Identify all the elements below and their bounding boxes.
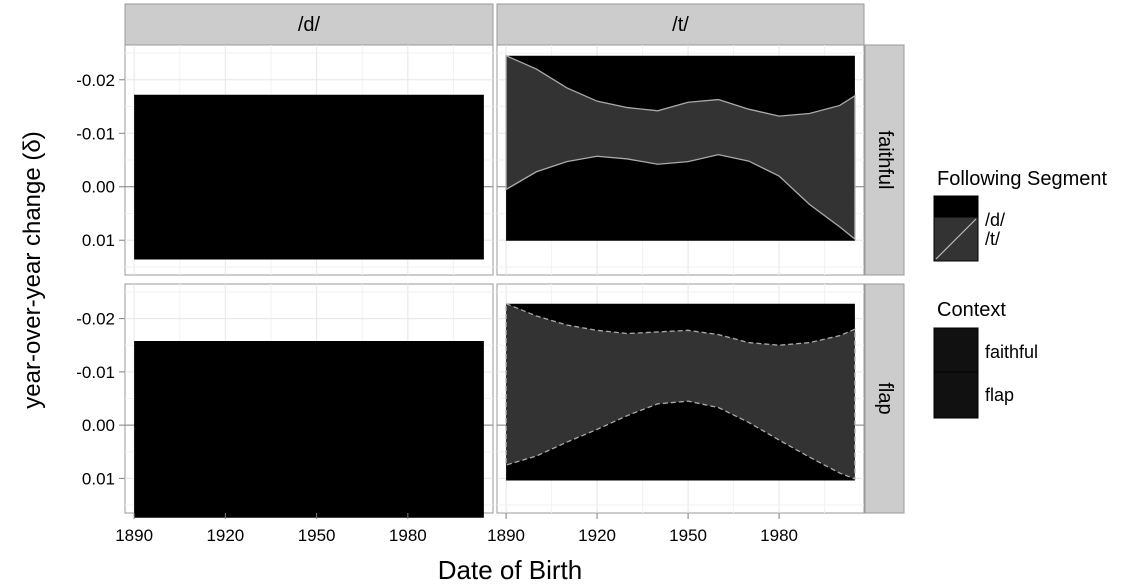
facet-strip-row-label: flap <box>874 382 896 414</box>
y-axis-label: year-over-year change (δ) <box>19 131 46 408</box>
panel-t-flap <box>496 283 865 514</box>
x-tick-label: 1890 <box>115 526 153 545</box>
ribbon-t-dashed <box>505 302 856 480</box>
legend-label-context: flap <box>985 385 1014 405</box>
ribbon-d <box>134 340 484 518</box>
x-tick-label: 1890 <box>487 526 525 545</box>
panel-d-flap <box>124 283 494 518</box>
y-tick-label: 0.01 <box>82 469 115 488</box>
facet-strip-col-label: /t/ <box>672 14 689 36</box>
legend-label-context: faithful <box>985 342 1038 362</box>
facet-strip-col-label: /d/ <box>298 14 321 36</box>
x-tick-label: 1920 <box>206 526 244 545</box>
y-tick-label: -0.02 <box>76 310 115 329</box>
y-tick-label: 0.00 <box>82 178 115 197</box>
axes: -0.02 -0.01 0.00 0.01 -0.02 -0.01 0.00 0.01 1890… <box>76 71 798 545</box>
y-tick-label: 0.01 <box>82 231 115 250</box>
panel-t-faithful <box>496 44 865 276</box>
legend-label-segment: /t/ <box>985 229 1000 249</box>
facet-strip-row-faithful <box>864 44 905 276</box>
legend-key-flap <box>933 371 979 419</box>
y-tick-label: 0.00 <box>82 416 115 435</box>
facet-strip-col-d <box>124 3 494 46</box>
legend-key-faithful <box>933 327 979 373</box>
legend-label-segment: /d/ <box>985 210 1005 230</box>
legend: Following Segment/d//t/Context faithful fl… <box>933 168 1108 419</box>
facet-panels <box>124 44 865 518</box>
x-tick-label: 1980 <box>760 526 798 545</box>
y-tick-label: -0.01 <box>76 124 115 143</box>
y-tick-label: -0.01 <box>76 363 115 382</box>
legend-title-context: Context <box>937 299 1006 321</box>
facet-strip-row-flap <box>864 283 905 514</box>
x-tick-label: 1950 <box>298 526 336 545</box>
x-axis-label: Date of Birth <box>438 555 583 585</box>
legend-key-t-diagonal <box>935 218 977 260</box>
facet-strips: /d/ /t/faithful flap <box>124 3 905 514</box>
y-tick-label: -0.02 <box>76 71 115 90</box>
x-tick-label: 1950 <box>669 526 707 545</box>
panel-d-faithful <box>124 44 494 276</box>
legend-title-segment: Following Segment <box>937 168 1108 190</box>
x-tick-label: 1920 <box>578 526 616 545</box>
x-tick-label: 1980 <box>389 526 427 545</box>
ribbon-t-solid <box>505 54 856 241</box>
facet-strip-row-label: faithful <box>874 131 896 190</box>
ribbon-d <box>134 94 484 260</box>
